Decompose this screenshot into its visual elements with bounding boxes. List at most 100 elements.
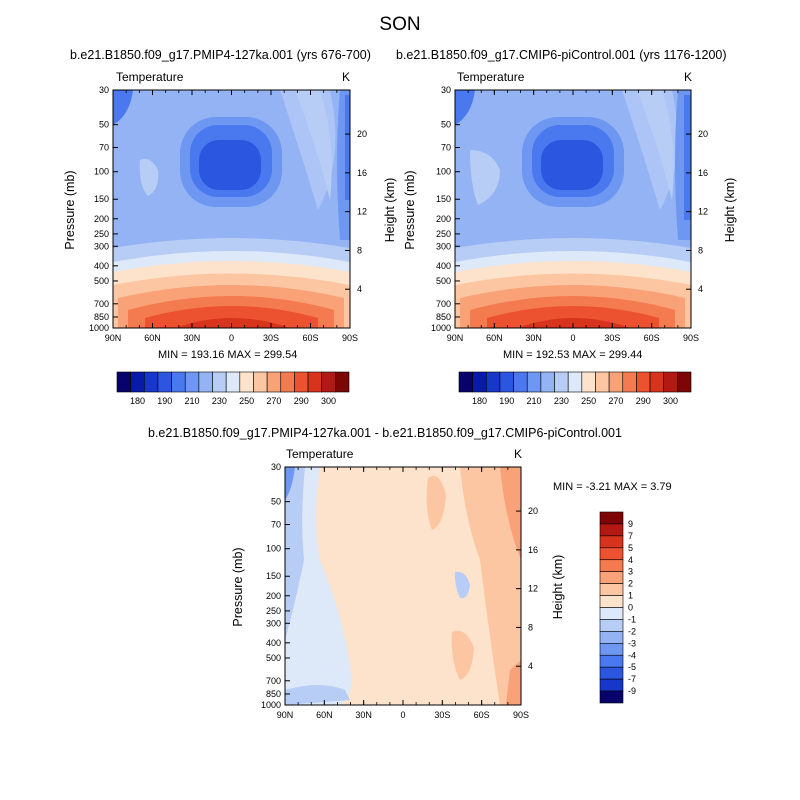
colorbar-label: 290 <box>294 396 309 406</box>
y-tick-label: 300 <box>266 618 281 628</box>
colorbar-diff-swatch <box>599 631 624 644</box>
panel-2-plot <box>455 90 691 328</box>
y-tick-label: 250 <box>94 229 109 239</box>
x-tick-label: 30S <box>604 333 620 343</box>
colorbar-swatch <box>198 371 213 393</box>
y2-tick-label: 12 <box>528 584 538 594</box>
colorbar-diff-swatch <box>599 547 624 561</box>
colorbar-diff-label: -2 <box>628 626 636 636</box>
y-tick-label: 400 <box>266 638 281 648</box>
y-tick-label: 850 <box>94 312 109 322</box>
panel-2-title: b.e21.B1850.f09_g17.CMIP6-piControl.001 … <box>396 48 727 62</box>
colorbar-diff-swatch <box>599 511 624 525</box>
colorbar-label: 180 <box>472 396 487 406</box>
x-tick-label: 90S <box>683 333 699 343</box>
colorbar-label: 190 <box>157 396 172 406</box>
y2-tick-label: 12 <box>698 207 708 217</box>
colorbar-diff-swatch <box>599 666 624 680</box>
colorbar-diff-label: -5 <box>628 662 636 672</box>
y-tick-label: 70 <box>271 520 281 530</box>
x-tick-label: 30N <box>184 333 201 343</box>
y-tick-label: 100 <box>266 544 281 554</box>
x-tick-label: 60N <box>316 710 333 720</box>
colorbar-swatch <box>130 371 145 393</box>
panel-3-plot <box>285 467 521 705</box>
y-tick-label: 500 <box>266 653 281 663</box>
y-tick-label: 500 <box>436 276 451 286</box>
panel-1-plot <box>113 90 350 328</box>
x-tick-label: 60S <box>474 710 490 720</box>
x-tick-label: 60S <box>302 333 318 343</box>
colorbar-label: 210 <box>185 396 200 406</box>
colorbar-swatch <box>472 371 487 393</box>
colorbar-label: 290 <box>636 396 651 406</box>
y-tick-label: 850 <box>436 312 451 322</box>
y-tick-label: 70 <box>441 143 451 153</box>
x-tick-label: 0 <box>400 710 405 720</box>
panel-3-y2label: Height (km) <box>551 554 565 620</box>
panel-3-title: b.e21.B1850.f09_g17.PMIP4-127ka.001 - b.… <box>148 426 622 440</box>
colorbar-swatch <box>239 371 254 393</box>
colorbar-swatch <box>554 371 569 393</box>
y2-tick-label: 4 <box>357 284 362 294</box>
y2-tick-label: 16 <box>698 168 708 178</box>
y-tick-label: 30 <box>441 85 451 95</box>
y-tick-label: 500 <box>94 276 109 286</box>
colorbar-swatch <box>649 371 665 393</box>
colorbar-label: 300 <box>321 396 336 406</box>
colorbar-swatch <box>335 371 350 393</box>
panel-2-axes: 90N 60N 30N 0 30S 60S 90S 30 50 70 100 150 200 250 300… <box>431 85 708 343</box>
colorbar-swatch <box>458 371 473 393</box>
colorbar-swatch <box>157 371 172 393</box>
colorbar-label: 250 <box>239 396 254 406</box>
y-tick-label: 850 <box>266 689 281 699</box>
y-tick-label: 50 <box>441 120 451 130</box>
y2-tick-label: 4 <box>698 284 703 294</box>
panel-1-variable: Temperature <box>116 70 184 84</box>
x-tick-label: 90N <box>105 333 122 343</box>
colorbar-swatch <box>116 371 131 393</box>
x-tick-label: 30S <box>263 333 279 343</box>
colorbar-diff-label: -4 <box>628 650 636 660</box>
x-tick-label: 60N <box>144 333 161 343</box>
colorbar-1: 180 190 210 230 250 270 290 300 <box>116 371 350 406</box>
colorbar-diff-swatch <box>599 571 624 584</box>
y-tick-label: 150 <box>266 571 281 581</box>
x-tick-label: 90N <box>277 710 294 720</box>
y-tick-label: 30 <box>99 85 109 95</box>
colorbar-swatch <box>294 371 309 393</box>
colorbar-diff-label: 2 <box>628 579 633 589</box>
y2-tick-label: 8 <box>528 622 533 632</box>
colorbar-diff-swatch <box>599 619 624 632</box>
y-tick-label: 250 <box>436 229 451 239</box>
colorbar-swatch <box>171 371 186 393</box>
panel-3-units: K <box>514 447 523 461</box>
colorbar-label: 230 <box>554 396 569 406</box>
colorbar-diff-label: -7 <box>628 674 636 684</box>
y2-tick-label: 8 <box>357 245 362 255</box>
x-tick-label: 90S <box>342 333 358 343</box>
panel-1-ylabel: Pressure (mb) <box>63 170 77 250</box>
y-tick-label: 200 <box>94 214 109 224</box>
colorbar-swatch <box>184 371 200 393</box>
colorbar-swatch <box>677 371 692 393</box>
y2-tick-label: 4 <box>528 661 533 671</box>
y-tick-label: 1000 <box>89 323 109 333</box>
x-tick-label: 0 <box>229 333 234 343</box>
y2-tick-label: 20 <box>698 129 708 139</box>
y2-tick-label: 20 <box>357 129 367 139</box>
colorbar-diff-label: 0 <box>628 603 633 613</box>
colorbar-diff-swatch <box>599 654 624 668</box>
colorbar-diff-swatch <box>599 595 624 608</box>
panel-2-ylabel: Pressure (mb) <box>403 170 417 250</box>
y2-tick-label: 8 <box>698 245 703 255</box>
colorbar-swatch <box>608 371 624 393</box>
colorbar-diff-label: 4 <box>628 555 633 565</box>
colorbar-diff-swatch <box>599 678 624 692</box>
colorbar-2: 180 190 210 230 250 270 290 300 <box>458 371 692 406</box>
colorbar-swatch <box>253 371 268 393</box>
y2-tick-label: 16 <box>528 545 538 555</box>
colorbar-label: 250 <box>581 396 596 406</box>
panel-2-variable: Temperature <box>457 70 525 84</box>
